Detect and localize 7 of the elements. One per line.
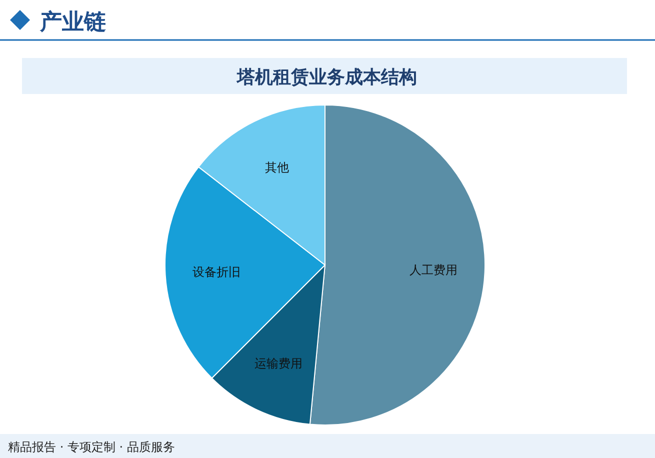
text: 精品报告 · 专项定制 · 品质服务 — [8, 440, 175, 454]
text: 产业链 — [39, 9, 107, 35]
chart-title: 塔机租赁业务成本结构 — [236, 67, 417, 88]
slice-label: 设备折旧 — [192, 264, 240, 279]
slice-label: 其他 — [265, 160, 290, 174]
slice-label: 人工费用 — [410, 263, 458, 278]
slice-label: 运输费用 — [254, 356, 303, 370]
